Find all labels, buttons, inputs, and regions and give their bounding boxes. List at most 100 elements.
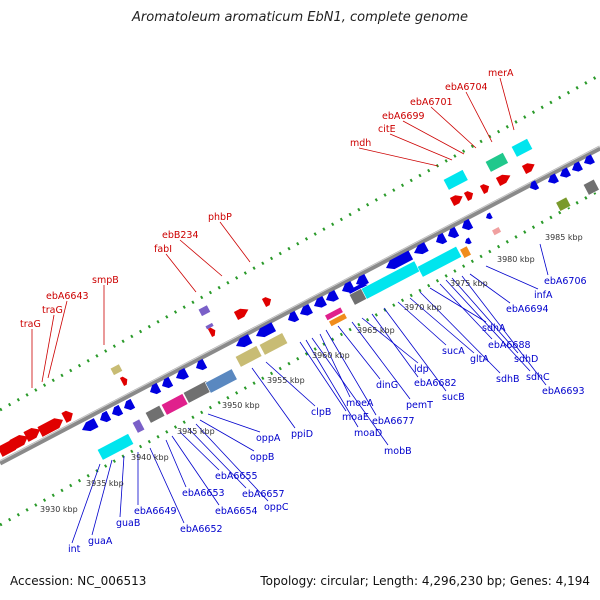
- kbp-tick-label: 3965 kbp: [357, 326, 395, 335]
- forward-gene: [449, 195, 463, 206]
- forward-gene-label: smpB: [92, 275, 119, 286]
- forward-gene: [463, 191, 474, 201]
- reverse-gene-label: guaB: [116, 518, 140, 529]
- reverse-gene-label: ebA6653: [182, 488, 225, 499]
- cog-box: [258, 332, 289, 356]
- reverse-gene: [82, 418, 99, 432]
- reverse-gene-label: sucB: [442, 392, 465, 403]
- dot-track-upper: [0, 73, 600, 412]
- cog-box: [109, 363, 124, 376]
- reverse-gene-label: ebA6693: [542, 386, 585, 397]
- cog-box: [131, 418, 146, 434]
- forward-gene: [479, 184, 490, 194]
- reverse-gene-label: sdhA: [482, 323, 506, 334]
- reverse-gene: [176, 367, 189, 380]
- cog-box: [510, 137, 534, 158]
- forward-gene-label: ebA6699: [382, 111, 425, 122]
- reverse-gene: [100, 410, 112, 423]
- forward-gene: [61, 410, 73, 423]
- forward-gene: [233, 308, 249, 320]
- reverse-gene: [256, 322, 277, 338]
- reverse-gene-label: ebA6688: [488, 340, 531, 351]
- accession-text: Accession: NC_006513: [10, 574, 147, 588]
- reverse-gene: [414, 242, 429, 255]
- reverse-gene: [356, 273, 369, 286]
- reverse-gene: [560, 167, 571, 178]
- reverse-gene-label: ebA6682: [414, 378, 457, 389]
- reverse-gene-label: sdhC: [526, 372, 550, 383]
- forward-gene-label: citE: [378, 124, 396, 135]
- reverse-gene-label: ldp: [414, 364, 429, 375]
- cog-box: [484, 151, 509, 173]
- forward-gene: [119, 376, 128, 386]
- reverse-gene: [572, 161, 583, 172]
- reverse-gene-label: infA: [534, 290, 553, 301]
- dot-track-lower: [0, 188, 600, 527]
- forward-gene-label: traG: [42, 305, 63, 316]
- reverse-gene-label: guaA: [88, 536, 113, 547]
- reverse-gene-label: sdhD: [514, 354, 538, 365]
- kbp-tick-label: 3950 kbp: [222, 401, 260, 410]
- kbp-tick-label: 3980 kbp: [497, 255, 535, 264]
- reverse-gene: [162, 376, 174, 389]
- reverse-gene-label: oppA: [256, 433, 281, 444]
- cog-box: [204, 368, 238, 394]
- reverse-gene: [112, 404, 124, 417]
- cog-box: [234, 345, 263, 368]
- reverse-gene-label: pemT: [406, 400, 433, 411]
- reverse-gene: [326, 289, 339, 302]
- forward-gene-label: fabI: [154, 244, 172, 255]
- forward-gene: [495, 174, 511, 186]
- label-leader-lines: [31, 77, 549, 544]
- reverse-gene-label: moeA: [346, 398, 374, 409]
- reverse-gene-label: ebA6694: [506, 304, 549, 315]
- reverse-gene: [548, 173, 559, 184]
- reverse-gene-label: ppiD: [291, 429, 313, 440]
- reverse-gene-label: mobB: [384, 446, 412, 457]
- cog-box: [491, 226, 502, 237]
- cog-box: [555, 196, 572, 212]
- kbp-ticks: 3930 kbp 3935 kbp 3940 kbp 3945 kbp 3950 kbp…: [40, 233, 583, 514]
- reverse-gene-label: ebA6706: [544, 276, 587, 287]
- genome-summary-text: Topology: circular; Length: 4,296,230 bp…: [260, 574, 590, 588]
- cog-box: [144, 404, 166, 424]
- cog-box: [582, 178, 600, 196]
- reverse-gene-label: gltA: [470, 354, 489, 365]
- cog-box: [328, 312, 348, 328]
- reverse-gene-label: dinG: [376, 380, 398, 391]
- reverse-gene-label: oppC: [264, 502, 289, 513]
- reverse-gene-label: ebA6652: [180, 524, 223, 535]
- reverse-gene: [386, 250, 414, 270]
- forward-gene-label: phbP: [208, 212, 232, 223]
- forward-gene-label: traG: [20, 319, 41, 330]
- forward-gene: [521, 163, 535, 174]
- reverse-gene-label: clpB: [311, 407, 331, 418]
- forward-gene-label: ebA6704: [445, 82, 488, 93]
- reverse-gene: [486, 212, 493, 220]
- cog-box: [459, 245, 472, 259]
- reverse-gene: [436, 232, 448, 245]
- reverse-gene-label: moaD: [354, 428, 382, 439]
- cog-box: [197, 304, 212, 317]
- reverse-gene-label: ebA6654: [215, 506, 258, 517]
- forward-gene-label: ebA6643: [46, 291, 89, 302]
- forward-gene: [207, 327, 216, 337]
- forward-gene-label: ebA6701: [410, 97, 453, 108]
- reverse-gene: [150, 382, 162, 395]
- reverse-gene-label: sucA: [442, 346, 465, 357]
- reverse-gene: [236, 334, 253, 348]
- gene-features: [0, 137, 600, 461]
- reverse-gene: [462, 218, 474, 231]
- reverse-gene: [530, 180, 540, 191]
- forward-gene-label: merA: [488, 68, 514, 79]
- reverse-gene: [465, 237, 472, 245]
- reverse-gene-label: int: [68, 544, 81, 555]
- reverse-gene-label: ebA6677: [372, 416, 415, 427]
- kbp-tick-label: 3945 kbp: [177, 427, 215, 436]
- kbp-tick-label: 3970 kbp: [404, 303, 442, 312]
- kbp-tick-label: 3940 kbp: [131, 453, 169, 462]
- cog-box: [360, 260, 421, 300]
- reverse-gene: [314, 295, 327, 308]
